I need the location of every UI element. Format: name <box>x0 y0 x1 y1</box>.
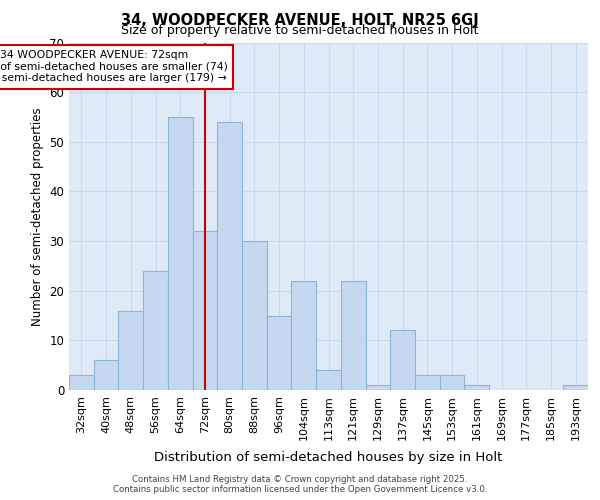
Y-axis label: Number of semi-detached properties: Number of semi-detached properties <box>31 107 44 326</box>
Text: 34, WOODPECKER AVENUE, HOLT, NR25 6GJ: 34, WOODPECKER AVENUE, HOLT, NR25 6GJ <box>121 12 479 28</box>
Bar <box>365 385 390 390</box>
Bar <box>415 375 440 390</box>
Bar <box>464 385 489 390</box>
Bar <box>193 231 217 390</box>
Bar <box>267 316 292 390</box>
Bar <box>292 281 316 390</box>
Bar <box>118 310 143 390</box>
Bar <box>316 370 341 390</box>
Bar <box>217 122 242 390</box>
Bar <box>168 117 193 390</box>
Bar <box>341 281 365 390</box>
Bar <box>94 360 118 390</box>
Bar <box>143 271 168 390</box>
Text: 34 WOODPECKER AVENUE: 72sqm
← 26% of semi-detached houses are smaller (74)
63% o: 34 WOODPECKER AVENUE: 72sqm ← 26% of sem… <box>0 50 227 83</box>
Bar <box>440 375 464 390</box>
Bar <box>69 375 94 390</box>
Bar <box>563 385 588 390</box>
Text: Size of property relative to semi-detached houses in Holt: Size of property relative to semi-detach… <box>121 24 479 37</box>
Bar <box>242 241 267 390</box>
Text: Contains HM Land Registry data © Crown copyright and database right 2025.
Contai: Contains HM Land Registry data © Crown c… <box>113 474 487 494</box>
X-axis label: Distribution of semi-detached houses by size in Holt: Distribution of semi-detached houses by … <box>154 451 503 464</box>
Bar <box>390 330 415 390</box>
